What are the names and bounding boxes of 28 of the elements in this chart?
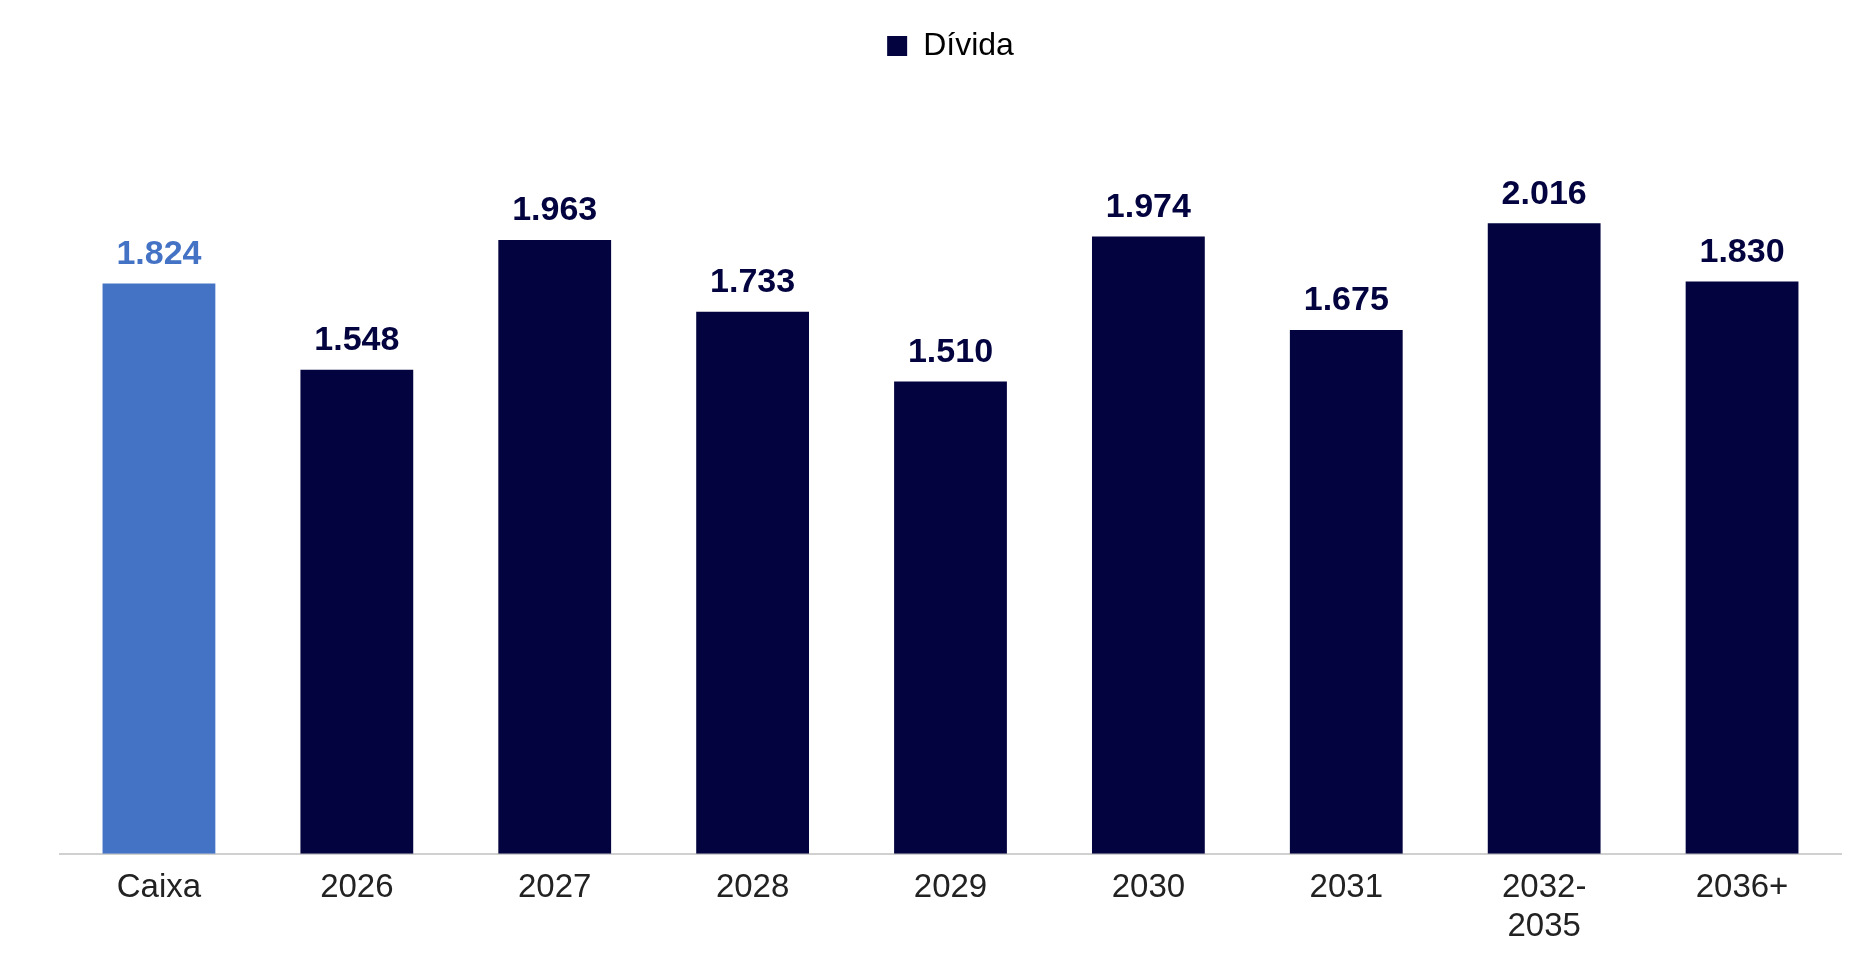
bar [1487,223,1601,854]
bar [1685,281,1799,854]
bar [1289,329,1403,854]
bar [894,381,1007,854]
legend-label: Dívida [923,25,1015,62]
bar [300,369,414,854]
x-tick-label: 2032-2035 [1501,866,1587,944]
x-tick-label: 2028 [715,866,790,904]
data-label: 2.016 [1501,172,1587,211]
data-label: 1.733 [710,261,796,300]
bar [1091,236,1205,854]
x-tick-label: 2030 [1111,866,1186,904]
bar [102,283,216,854]
data-label: 1.974 [1105,185,1192,224]
x-tick-label: 2029 [913,866,988,904]
bar [696,311,810,854]
data-label: 1.830 [1699,230,1785,269]
data-label: 1.675 [1303,279,1389,318]
data-label: 1.548 [314,319,400,358]
data-label: 1.963 [512,189,598,228]
x-tick-label: Caixa [116,866,202,904]
x-tick-label: 2031 [1309,866,1383,904]
bar [498,239,612,854]
x-tick-label: 2026 [320,866,394,904]
x-tick-label: 2027 [518,866,592,904]
x-tick-label: 2036+ [1695,866,1789,904]
data-label: 1.510 [907,330,994,369]
data-label: 1.824 [116,232,202,271]
